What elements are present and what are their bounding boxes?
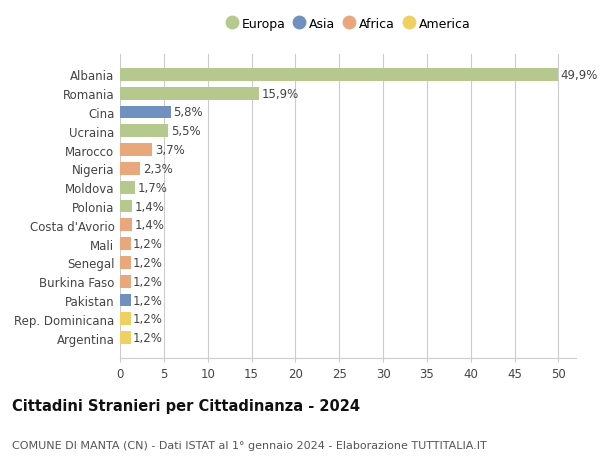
- Bar: [120, 294, 131, 307]
- Bar: [120, 125, 168, 138]
- Bar: [120, 331, 131, 344]
- Text: 1,4%: 1,4%: [135, 219, 165, 232]
- Text: 1,2%: 1,2%: [133, 331, 163, 344]
- Text: 5,5%: 5,5%: [171, 125, 200, 138]
- Text: 1,2%: 1,2%: [133, 275, 163, 288]
- Text: 15,9%: 15,9%: [262, 88, 299, 101]
- Text: Cittadini Stranieri per Cittadinanza - 2024: Cittadini Stranieri per Cittadinanza - 2…: [12, 398, 360, 413]
- Bar: [120, 219, 132, 232]
- Bar: [120, 257, 131, 269]
- Text: 5,8%: 5,8%: [173, 106, 203, 119]
- Text: 1,2%: 1,2%: [133, 294, 163, 307]
- Text: 3,7%: 3,7%: [155, 144, 185, 157]
- Text: 1,4%: 1,4%: [135, 200, 165, 213]
- Text: COMUNE DI MANTA (CN) - Dati ISTAT al 1° gennaio 2024 - Elaborazione TUTTITALIA.I: COMUNE DI MANTA (CN) - Dati ISTAT al 1° …: [12, 440, 487, 450]
- Bar: [120, 162, 140, 175]
- Bar: [120, 181, 135, 194]
- Bar: [120, 106, 171, 119]
- Bar: [120, 144, 152, 157]
- Bar: [120, 275, 131, 288]
- Text: 1,2%: 1,2%: [133, 313, 163, 325]
- Text: 1,2%: 1,2%: [133, 256, 163, 269]
- Bar: [120, 69, 557, 82]
- Bar: [120, 313, 131, 325]
- Bar: [120, 88, 259, 101]
- Legend: Europa, Asia, Africa, America: Europa, Asia, Africa, America: [220, 13, 476, 36]
- Text: 1,2%: 1,2%: [133, 238, 163, 251]
- Bar: [120, 200, 132, 213]
- Text: 2,3%: 2,3%: [143, 162, 173, 175]
- Text: 1,7%: 1,7%: [137, 181, 167, 194]
- Bar: [120, 238, 131, 251]
- Text: 49,9%: 49,9%: [560, 69, 598, 82]
